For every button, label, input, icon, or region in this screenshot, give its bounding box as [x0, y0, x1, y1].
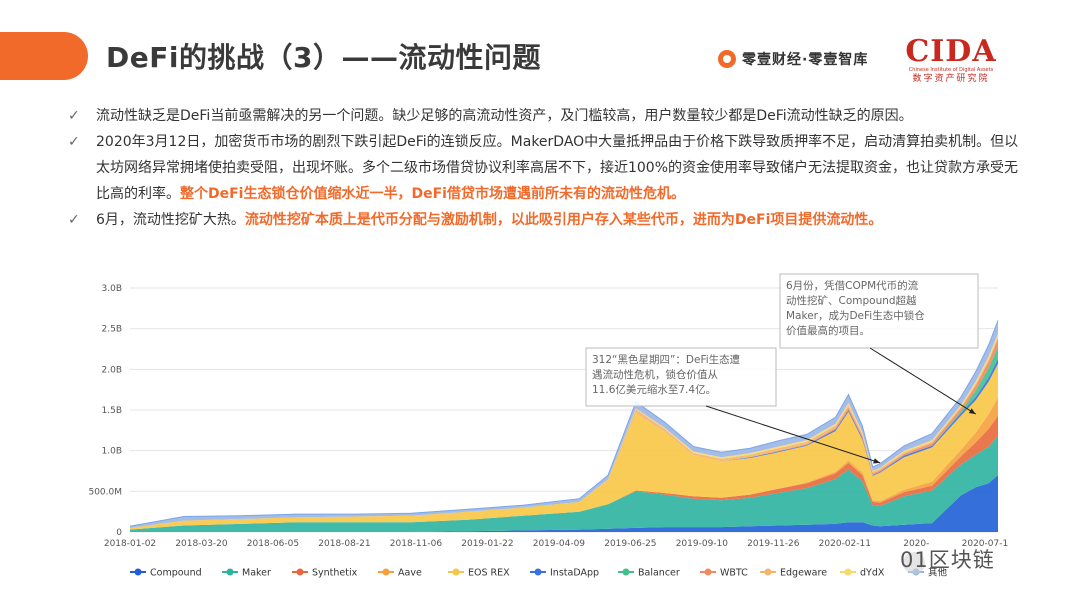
legend-label[interactable]: dYdX: [860, 568, 885, 579]
bullet-text: 流动性缺乏是DeFi当前亟需解决的另一个问题。缺少足够的高流动性资产，及门槛较高…: [96, 108, 913, 124]
bullet-text: 2020年3月12日，加密货币市场的剧烈下跌引起DeFi的连锁反应。MakerD…: [96, 134, 1019, 202]
annotation-arrow: [705, 405, 881, 464]
annotation-text: 价值最高的项目。: [786, 324, 870, 337]
arrowhead-icon: [968, 408, 976, 415]
x-tick-label: 2018-03-20: [175, 539, 228, 549]
x-tick-label: 2019-11-26: [747, 539, 800, 549]
x-tick-label: 2018-01-02: [104, 539, 156, 549]
annotation-text: 11.6亿美元缩水至7.4亿。: [592, 383, 716, 396]
annotation-text: 312“黑色星期四”：DeFi生态遭: [592, 353, 741, 366]
page-title: DeFi的挑战（3）——流动性问题: [106, 41, 541, 74]
brand-text: 零壹财经·零壹智库: [742, 52, 869, 68]
legend-marker-icon: [226, 568, 234, 576]
tvl-chart: 0 500.0M 1.0B 1.5B 2.0B 2.5B 3.0B 2018-01-02 201…: [68, 268, 1014, 586]
annotation-arrow: [869, 347, 976, 415]
bullet-item: ✓ 2020年3月12日，加密货币市场的剧烈下跌引起DeFi的连锁反应。Make…: [68, 129, 1028, 207]
area-series-dydx: [130, 333, 998, 528]
bullet-item: ✓ 6月，流动性挖矿大热。流动性挖矿本质上是代币分配与激励机制，以此吸引用户存入…: [68, 207, 1028, 233]
x-tick-label: 2020-07-14: [962, 539, 1008, 549]
brand-lingyi: 零壹财经·零壹智库: [718, 49, 868, 69]
legend-marker-icon: [134, 568, 142, 576]
x-tick-label: 2020-02-11: [819, 539, 871, 549]
check-icon: ✓: [68, 134, 80, 150]
legend-marker-icon: [764, 568, 772, 576]
annotation-box: [585, 347, 777, 407]
x-tick-label: 2019-04-09: [533, 539, 586, 549]
legend-marker-icon: [382, 568, 390, 576]
lingyi-logo-icon: [718, 50, 736, 68]
x-tick-label: 2019-06-25: [604, 539, 656, 549]
annotation-text: 6月份，凭借COPM代币的流: [786, 279, 919, 292]
cida-logo: CIDA Chinese Institute of Digital Assets…: [904, 37, 998, 85]
bullet-text: 6月，流动性挖矿大热。: [96, 212, 245, 228]
arrowhead-icon: [873, 458, 881, 464]
tvl-chart-svg: 0 500.0M 1.0B 1.5B 2.0B 2.5B 3.0B 2018-01-02 201…: [88, 273, 1014, 579]
legend-label[interactable]: Balancer: [638, 568, 680, 579]
cida-logo-text: CIDA: [905, 34, 997, 69]
legend-label[interactable]: EOS REX: [468, 568, 510, 579]
legend-label[interactable]: Aave: [398, 568, 422, 579]
watermark-icon: [903, 552, 925, 574]
legend-marker-icon: [622, 568, 630, 576]
x-tick-label: 2018-11-06: [390, 539, 443, 549]
legend-label[interactable]: Maker: [242, 568, 271, 579]
title-accent-bar: [0, 32, 88, 80]
legend-label[interactable]: Edgeware: [780, 568, 827, 579]
cida-chinese-name: 数字资产研究院: [912, 74, 990, 84]
legend-marker-icon: [534, 568, 542, 576]
legend-label[interactable]: Compound: [150, 568, 202, 579]
total-outline: [129, 320, 999, 527]
bullet-highlight: 流动性挖矿本质上是代币分配与激励机制，以此吸引用户存入某些代币，进而为DeFi项…: [244, 212, 883, 228]
legend-label[interactable]: WBTC: [720, 568, 748, 579]
x-tick-label: 2018-08-21: [318, 539, 370, 549]
y-tick-label: 1.0B: [102, 447, 123, 457]
x-tick-label: 2018-06-05: [247, 539, 299, 549]
cida-english-name: Chinese Institute of Digital Assets: [908, 67, 994, 73]
legend-marker-icon: [452, 568, 460, 576]
bullet-list: ✓ 流动性缺乏是DeFi当前亟需解决的另一个问题。缺少足够的高流动性资产，及门槛…: [68, 103, 1028, 233]
area-series-edgeware: [130, 336, 998, 528]
x-tick-label: 2020-: [903, 539, 929, 549]
y-tick-label: 2.0B: [102, 365, 123, 375]
annotation-box: [779, 273, 979, 349]
area-series-maker: [130, 436, 998, 532]
x-tick-label: 2019-01-22: [461, 539, 513, 549]
y-tick-label: 2.5B: [102, 325, 123, 335]
watermark: 01区块链: [900, 548, 995, 572]
annotation-text: 遇流动性危机，锁仓价值从: [592, 368, 718, 381]
legend-marker-icon: [844, 568, 852, 576]
y-tick-label: 1.5B: [102, 406, 123, 416]
check-icon: ✓: [68, 212, 80, 228]
annotation-text: Maker，成为DeFi生态中锁仓: [786, 309, 925, 322]
area-series-compound: [130, 475, 998, 532]
y-tick-label: 0: [116, 528, 122, 538]
legend-label[interactable]: InstaDApp: [550, 568, 599, 579]
legend-marker-icon: [296, 568, 304, 576]
legend-label[interactable]: 其他: [928, 567, 948, 579]
bullet-highlight: 整个DeFi生态锁仓价值缩水近一半，DeFi借贷市场遭遇前所未有的流动性危机。: [180, 186, 685, 202]
bullet-item: ✓ 流动性缺乏是DeFi当前亟需解决的另一个问题。缺少足够的高流动性资产，及门槛…: [68, 103, 1028, 129]
area-series-eos-rex: [130, 363, 998, 530]
annotation-text: 动性挖矿、Compound超越: [786, 294, 917, 307]
check-icon: ✓: [68, 108, 80, 124]
y-tick-label: 3.0B: [102, 284, 123, 294]
x-tick-label: 2019-09-10: [676, 539, 729, 549]
legend-marker-icon: [704, 568, 712, 576]
legend-label[interactable]: Synthetix: [312, 568, 358, 579]
y-tick-label: 500.0M: [88, 487, 122, 497]
